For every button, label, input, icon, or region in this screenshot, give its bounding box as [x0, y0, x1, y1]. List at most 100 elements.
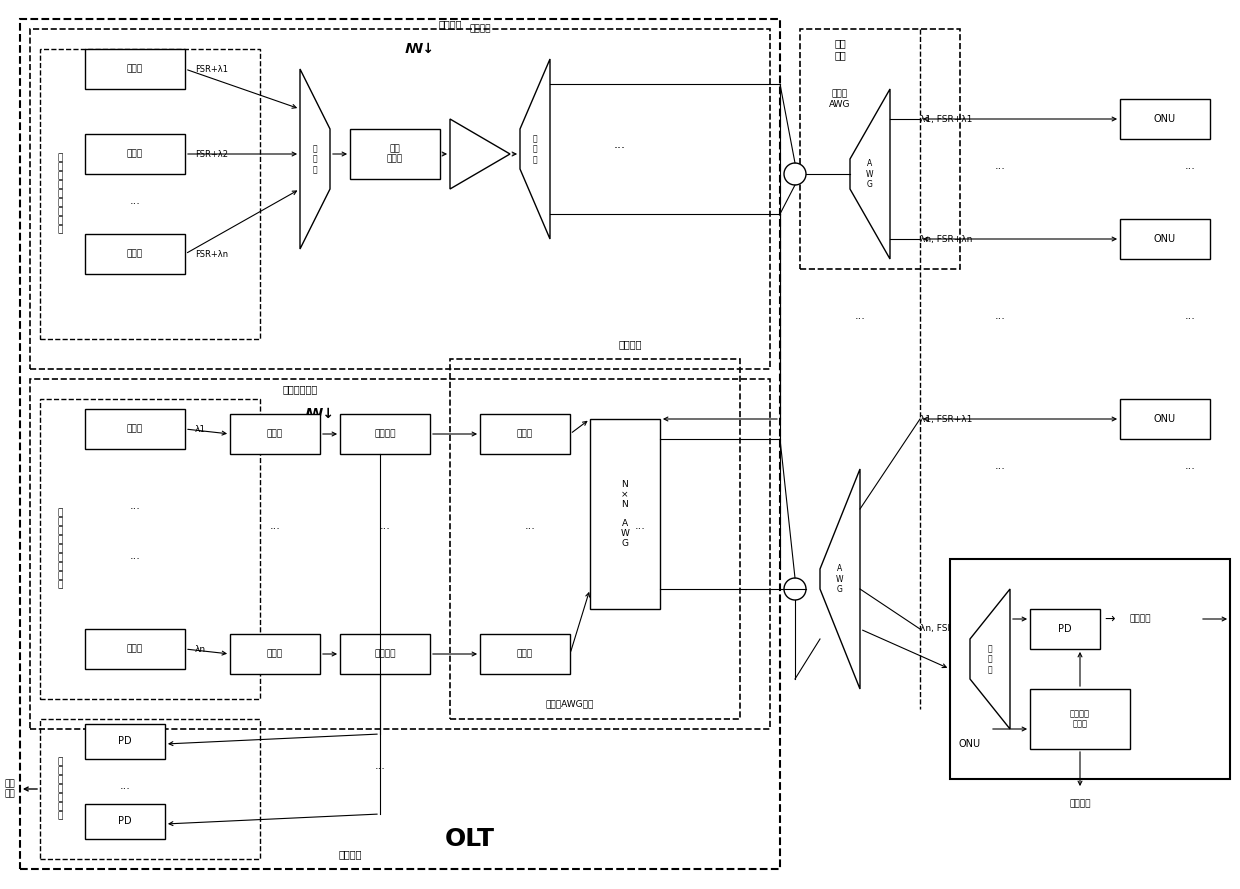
- Text: 外部
调制器: 外部 调制器: [387, 145, 403, 164]
- Bar: [1030, 609, 1100, 649]
- Text: FSR+λ2: FSR+λ2: [195, 149, 228, 158]
- Bar: [350, 129, 440, 179]
- Text: ···: ···: [1184, 164, 1195, 174]
- Text: ···: ···: [994, 314, 1006, 324]
- Polygon shape: [849, 89, 890, 259]
- Text: ···: ···: [269, 524, 280, 534]
- Bar: [86, 234, 185, 274]
- Bar: [229, 414, 320, 454]
- Text: FSR+λn: FSR+λn: [195, 250, 228, 259]
- Text: ONU: ONU: [959, 739, 981, 749]
- Text: 组播部分: 组播部分: [619, 339, 642, 349]
- Text: ONU: ONU: [1154, 114, 1176, 124]
- Text: ···: ···: [994, 464, 1006, 474]
- Text: 组播数据: 组播数据: [1130, 614, 1152, 623]
- Text: 调制噱: 调制噱: [267, 650, 283, 659]
- Bar: [86, 409, 185, 449]
- Text: 反射调制
和接收: 反射调制 和接收: [1070, 709, 1090, 728]
- Text: ···: ···: [129, 554, 140, 564]
- Bar: [340, 414, 430, 454]
- Polygon shape: [300, 69, 330, 249]
- Circle shape: [784, 163, 806, 185]
- Text: FSR+λ1: FSR+λ1: [195, 65, 228, 74]
- Text: 调制噱: 调制噱: [267, 429, 283, 438]
- Text: 合波噱: 合波噱: [517, 650, 533, 659]
- Text: 单播部分: 单播部分: [339, 849, 362, 859]
- Text: 激光器: 激光器: [126, 425, 143, 434]
- Text: 激光器: 激光器: [126, 149, 143, 158]
- Text: λ1, FSR+λ1: λ1, FSR+λ1: [920, 115, 972, 124]
- Text: 上行
数据: 上行 数据: [5, 780, 15, 798]
- Text: 光环形噱: 光环形噱: [374, 429, 396, 438]
- Text: ···: ···: [854, 314, 866, 324]
- Text: ···: ···: [1184, 464, 1195, 474]
- Bar: [86, 724, 165, 759]
- Text: ···: ···: [635, 524, 646, 534]
- Text: A
W
G: A W G: [867, 159, 874, 188]
- Text: 下行单播数据: 下行单播数据: [283, 384, 317, 394]
- Text: ···: ···: [129, 504, 140, 514]
- Bar: [40, 719, 260, 859]
- Bar: [86, 804, 165, 839]
- Text: ONU: ONU: [1154, 414, 1176, 424]
- Text: 激光器: 激光器: [126, 65, 143, 74]
- Text: 固
定
波
长
激
光
器
阵
列: 固 定 波 长 激 光 器 阵 列: [57, 154, 63, 235]
- Text: ···: ···: [525, 524, 536, 534]
- Bar: [1120, 399, 1210, 439]
- Text: 第一级AWG部分: 第一级AWG部分: [546, 700, 594, 709]
- Text: 光放大噱: 光放大噱: [469, 25, 491, 34]
- Bar: [30, 29, 770, 369]
- Bar: [86, 629, 185, 669]
- Text: PD: PD: [1058, 624, 1071, 634]
- Text: ···: ···: [119, 784, 130, 794]
- Text: 光
敏
二
极
管
阵
列: 光 敏 二 极 管 阵 列: [57, 757, 63, 821]
- Bar: [1120, 219, 1210, 259]
- Text: ꟿ↓: ꟿ↓: [405, 42, 435, 56]
- Text: λ1: λ1: [195, 425, 206, 434]
- Bar: [86, 134, 185, 174]
- Text: λn, FSR+λn: λn, FSR+λn: [920, 235, 972, 244]
- Text: ···: ···: [1184, 314, 1195, 324]
- Text: 耦
合
器: 耦 合 器: [312, 144, 317, 174]
- Text: ···: ···: [379, 524, 391, 534]
- Text: λ1, FSR+λ1: λ1, FSR+λ1: [920, 414, 972, 423]
- Bar: [40, 49, 260, 339]
- Bar: [1030, 689, 1130, 749]
- Bar: [30, 379, 770, 729]
- Text: ···: ···: [994, 164, 1006, 174]
- Bar: [40, 399, 260, 699]
- Circle shape: [784, 578, 806, 600]
- Text: 组播数据: 组播数据: [438, 19, 461, 29]
- Bar: [86, 49, 185, 89]
- Text: 光环形噱: 光环形噱: [374, 650, 396, 659]
- Bar: [800, 29, 960, 269]
- Text: ···: ···: [614, 142, 626, 156]
- Text: 可
调
波
长
激
光
噱
阵
列: 可 调 波 长 激 光 噱 阵 列: [57, 509, 63, 589]
- Text: 第二级
AWG: 第二级 AWG: [830, 89, 851, 108]
- Polygon shape: [820, 469, 861, 689]
- Bar: [480, 634, 570, 674]
- Text: N
×
N

A
W
G: N × N A W G: [620, 480, 630, 548]
- Text: 单播数据: 单播数据: [1069, 799, 1091, 808]
- Text: 远端
结点: 远端 结点: [835, 38, 846, 60]
- Bar: [340, 634, 430, 674]
- Bar: [480, 414, 570, 454]
- Text: λn, FSR+λn: λn, FSR+λn: [920, 624, 972, 634]
- Polygon shape: [970, 589, 1011, 729]
- Text: PD: PD: [118, 816, 131, 827]
- Text: OLT: OLT: [445, 827, 495, 851]
- Text: →: →: [1105, 613, 1115, 626]
- Bar: [229, 634, 320, 674]
- Bar: [590, 419, 660, 609]
- Text: 组
波
分: 组 波 分: [988, 645, 992, 674]
- Bar: [450, 359, 740, 719]
- Polygon shape: [450, 119, 510, 189]
- Text: ···: ···: [129, 199, 140, 209]
- Text: ···: ···: [374, 764, 386, 774]
- Text: PD: PD: [118, 736, 131, 747]
- Text: A
W
G: A W G: [836, 565, 843, 594]
- Bar: [20, 19, 780, 869]
- Bar: [950, 559, 1230, 779]
- Text: 激光器: 激光器: [126, 645, 143, 653]
- Text: λn: λn: [195, 645, 206, 653]
